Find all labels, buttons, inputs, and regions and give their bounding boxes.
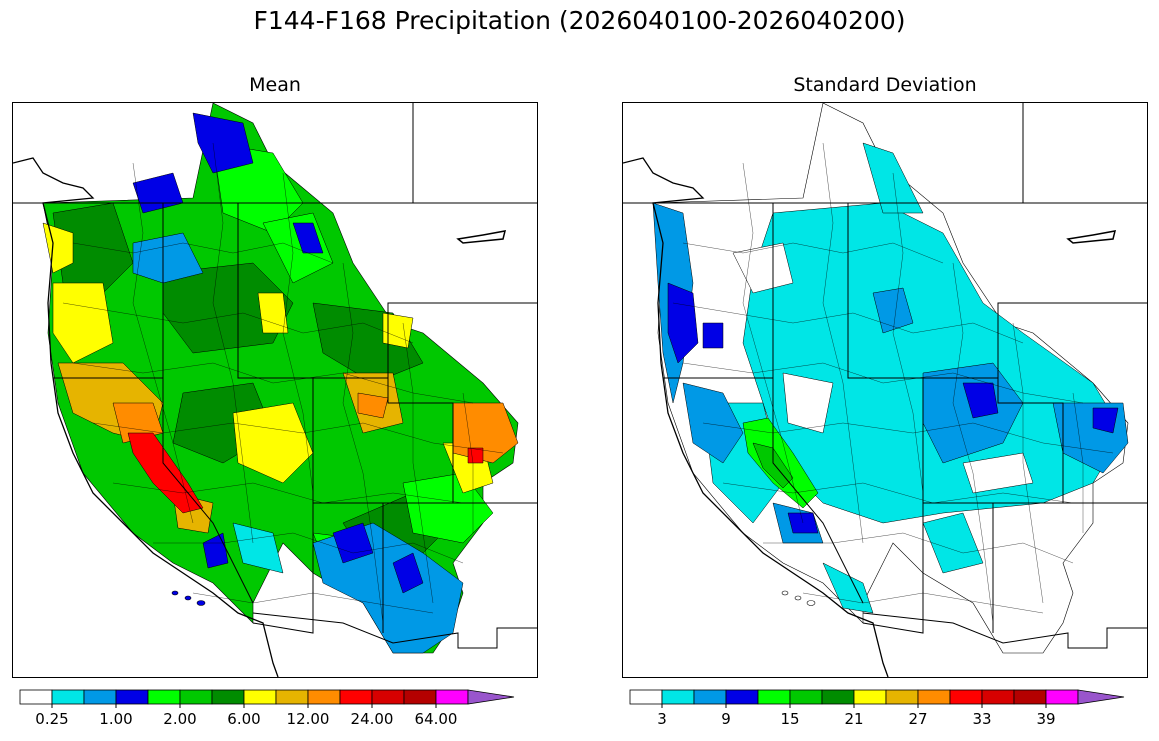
mean-panel-title: Mean [249, 74, 301, 96]
colorbar-swatch [51, 689, 85, 705]
mean-yellow [52, 282, 114, 364]
colorbar-swatch [757, 689, 791, 705]
mean-blue [392, 552, 424, 594]
colorbar-swatch [629, 689, 663, 705]
colorbar-tick-label: 0.25 [35, 710, 69, 728]
mean-red [467, 447, 484, 464]
mean-coastline [13, 157, 279, 677]
colorbar-swatch [147, 689, 181, 705]
colorbar-swatch [307, 689, 341, 705]
colorbar-tick-label: 9 [721, 710, 731, 728]
colorbar-swatch [243, 689, 277, 705]
stddev-colorbar-svg [629, 689, 1125, 708]
colorbar-tick-label: 33 [972, 710, 992, 728]
colorbar-swatch [1013, 689, 1047, 705]
colorbar-swatch [371, 689, 405, 705]
colorbar-swatch [339, 689, 373, 705]
colorbar-swatch [853, 689, 887, 705]
std-lake [1066, 230, 1117, 244]
mean-map-canvas [13, 103, 537, 677]
mean-lake [456, 230, 507, 244]
colorbar-tick-label: 21 [844, 710, 864, 728]
colorbar-tick-label: 27 [908, 710, 928, 728]
mean-blue [192, 112, 254, 174]
stddev-map-canvas [623, 103, 1147, 677]
std-light-blue [872, 287, 914, 334]
mean-light-blue [132, 232, 204, 284]
colorbar-swatch [403, 689, 437, 705]
std-blue [667, 282, 699, 364]
colorbar-swatch [693, 689, 727, 705]
mean-map [12, 102, 538, 678]
colorbar-tick-label: 1.00 [99, 710, 133, 728]
colorbar-swatch [949, 689, 983, 705]
colorbar-tick-label: 12.00 [286, 710, 330, 728]
mean-blue [332, 522, 374, 564]
mean-blue [292, 222, 324, 254]
stddev-map [622, 102, 1148, 678]
std-white-gap [782, 372, 834, 434]
std-green [752, 442, 794, 489]
colorbar-swatch [821, 689, 855, 705]
colorbar-swatch [467, 689, 515, 705]
std-coastline [623, 157, 889, 677]
colorbar-swatch [83, 689, 117, 705]
colorbar-swatch [211, 689, 245, 705]
colorbar-tick-label: 64.00 [414, 710, 458, 728]
stddev-colorbar [629, 689, 1140, 708]
mean-blue [202, 532, 229, 569]
colorbar-tick-label: 2.00 [163, 710, 197, 728]
std-blue [1092, 407, 1119, 434]
colorbar-swatch [1077, 689, 1125, 705]
std-cyan [922, 512, 984, 574]
colorbar-tick-label: 24.00 [350, 710, 394, 728]
colorbar-swatch [789, 689, 823, 705]
colorbar-swatch [917, 689, 951, 705]
mean-yellow [232, 402, 314, 484]
std-cyan [862, 142, 924, 214]
mean-colorbar [19, 689, 530, 708]
colorbar-swatch [275, 689, 309, 705]
colorbar-tick-label: 39 [1036, 710, 1056, 728]
std-white-gap [962, 452, 1034, 494]
colorbar-swatch [19, 689, 53, 705]
colorbar-swatch [179, 689, 213, 705]
std-panel-title: Standard Deviation [793, 74, 977, 96]
colorbar-swatch [435, 689, 469, 705]
mean-colorbar-svg [19, 689, 515, 708]
colorbar-swatch [115, 689, 149, 705]
std-light-blue [682, 382, 744, 464]
colorbar-tick-label: 3 [657, 710, 667, 728]
colorbar-swatch [885, 689, 919, 705]
mean-dark-green [52, 202, 134, 304]
colorbar-swatch [981, 689, 1015, 705]
colorbar-swatch [725, 689, 759, 705]
colorbar-swatch [661, 689, 695, 705]
mean-orange [357, 392, 389, 419]
mean-yellow [257, 292, 289, 334]
colorbar-swatch [1045, 689, 1079, 705]
colorbar-tick-label: 15 [780, 710, 800, 728]
figure-title: F144-F168 Precipitation (2026040100-2026… [253, 6, 906, 35]
mean-cyan [232, 522, 284, 574]
std-blue [702, 322, 724, 349]
colorbar-tick-label: 6.00 [227, 710, 261, 728]
std-blue [962, 382, 999, 419]
